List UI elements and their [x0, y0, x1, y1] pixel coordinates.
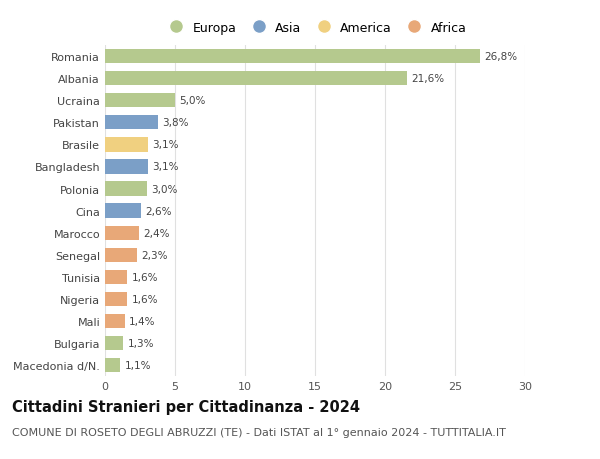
Text: 3,8%: 3,8% — [163, 118, 189, 128]
Bar — [105, 336, 123, 351]
Text: 1,6%: 1,6% — [131, 294, 158, 304]
Text: 3,1%: 3,1% — [152, 162, 179, 172]
Legend: Europa, Asia, America, Africa: Europa, Asia, America, Africa — [161, 19, 469, 37]
Text: 3,0%: 3,0% — [151, 184, 178, 194]
Bar — [105, 116, 158, 130]
Bar — [105, 50, 480, 64]
Bar — [105, 226, 139, 241]
Text: 1,3%: 1,3% — [127, 338, 154, 348]
Text: 1,6%: 1,6% — [131, 272, 158, 282]
Text: 1,1%: 1,1% — [125, 360, 151, 370]
Bar — [105, 72, 407, 86]
Text: Cittadini Stranieri per Cittadinanza - 2024: Cittadini Stranieri per Cittadinanza - 2… — [12, 399, 360, 414]
Bar — [105, 204, 142, 218]
Bar — [105, 248, 137, 263]
Text: COMUNE DI ROSETO DEGLI ABRUZZI (TE) - Dati ISTAT al 1° gennaio 2024 - TUTTITALIA: COMUNE DI ROSETO DEGLI ABRUZZI (TE) - Da… — [12, 427, 506, 437]
Text: 5,0%: 5,0% — [179, 96, 206, 106]
Bar — [105, 314, 125, 329]
Bar — [105, 358, 121, 373]
Bar — [105, 160, 148, 174]
Text: 1,4%: 1,4% — [129, 316, 155, 326]
Bar — [105, 182, 147, 196]
Text: 2,6%: 2,6% — [146, 206, 172, 216]
Text: 2,3%: 2,3% — [142, 250, 168, 260]
Bar — [105, 94, 175, 108]
Text: 21,6%: 21,6% — [412, 74, 445, 84]
Text: 2,4%: 2,4% — [143, 228, 169, 238]
Text: 3,1%: 3,1% — [152, 140, 179, 150]
Bar — [105, 270, 127, 285]
Bar — [105, 292, 127, 307]
Bar — [105, 138, 148, 152]
Text: 26,8%: 26,8% — [484, 52, 518, 62]
